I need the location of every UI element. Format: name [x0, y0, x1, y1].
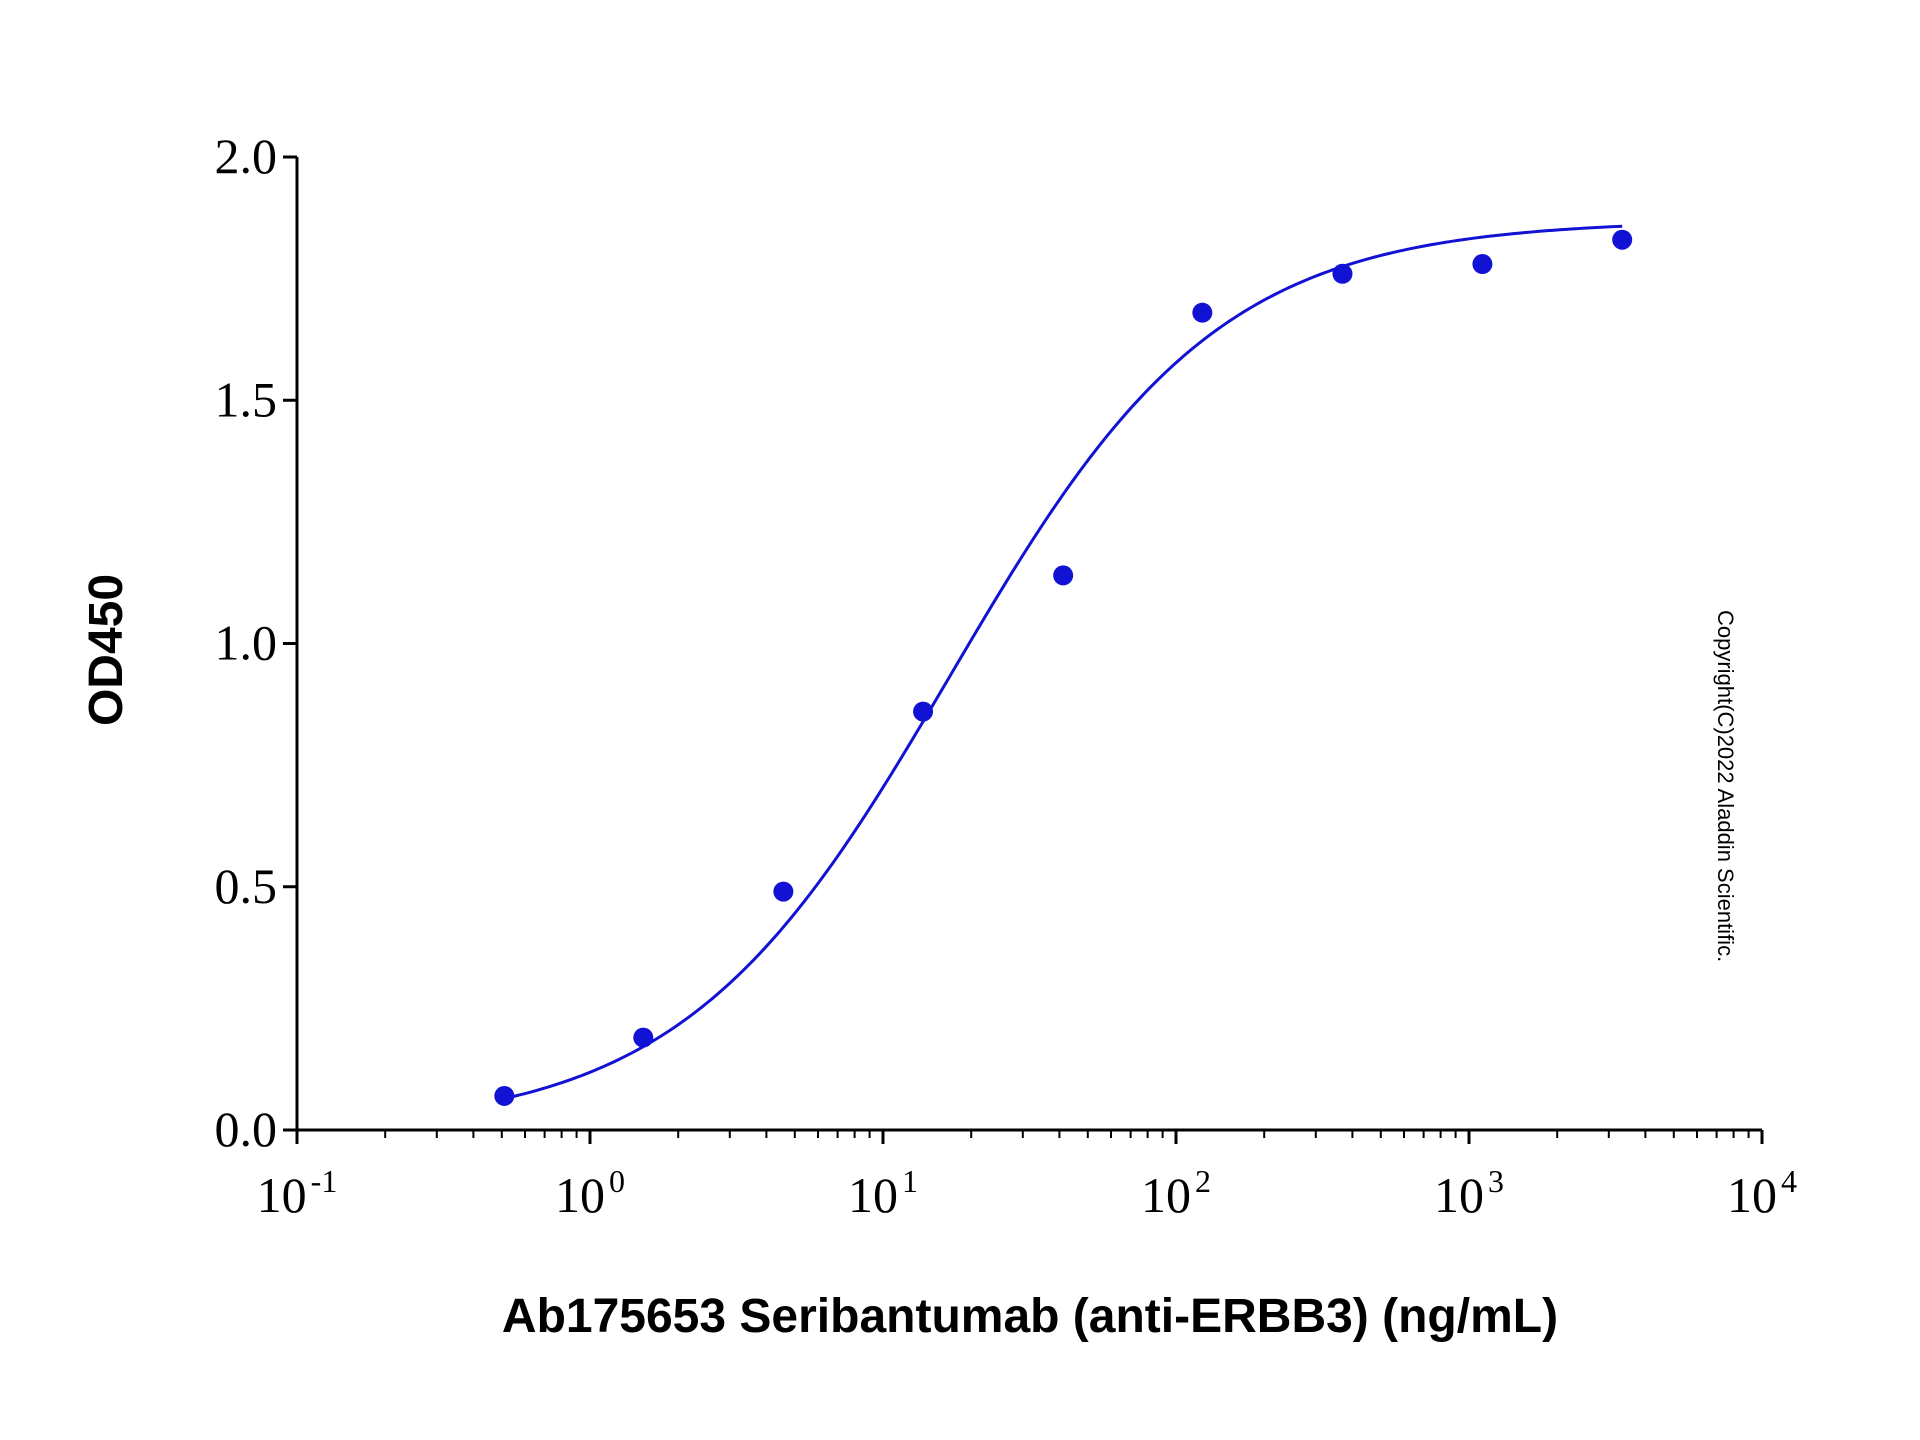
x-tick-label: 10 2	[1141, 1163, 1211, 1223]
copyright-annotation: Copyright(C)2022 Aladdin Scientific.	[1713, 610, 1738, 962]
y-tick-label: 0.5	[215, 858, 278, 914]
x-tick-label-exponent: 4	[1781, 1163, 1797, 1199]
axes	[295, 157, 1762, 1132]
y-tick-label: 0.0	[215, 1101, 278, 1157]
x-tick-label-exponent: 3	[1488, 1163, 1504, 1199]
x-tick-label: 10 3	[1434, 1163, 1504, 1223]
fit-curve-group	[501, 224, 1623, 1101]
x-tick-label-base: 10	[1727, 1167, 1777, 1223]
data-point	[773, 881, 794, 902]
data-point	[494, 1085, 515, 1106]
x-tick-label-base: 10	[555, 1167, 605, 1223]
data-point	[913, 701, 934, 722]
y-tick-label: 1.5	[215, 371, 278, 427]
data-point	[1192, 302, 1213, 323]
data-point	[633, 1027, 654, 1048]
x-tick-label: 10 0	[555, 1163, 625, 1223]
x-tick-label-exponent: -1	[311, 1163, 338, 1199]
y-tick-label: 2.0	[215, 128, 278, 184]
x-tick-label-exponent: 2	[1195, 1163, 1211, 1199]
x-tick-label-exponent: 1	[902, 1163, 918, 1199]
y-axis-label: OD450	[80, 574, 133, 726]
fit-curve	[501, 224, 1623, 1101]
x-tick-label-exponent: 0	[609, 1163, 625, 1199]
x-tick-label: 10 4	[1727, 1163, 1797, 1223]
y-tick-label: 1.0	[215, 615, 278, 671]
data-point	[1472, 254, 1493, 275]
x-tick-label: 10 -1	[257, 1163, 338, 1223]
data-point	[1053, 565, 1074, 586]
data-points	[494, 229, 1633, 1106]
x-tick-label: 10 1	[848, 1163, 918, 1223]
x-tick-label-base: 10	[1434, 1167, 1484, 1223]
x-axis-label: Ab175653 Seribantumab (anti-ERBB3) (ng/m…	[502, 1290, 1558, 1343]
x-tick-label-base: 10	[848, 1167, 898, 1223]
data-point	[1332, 263, 1353, 284]
data-point	[1612, 229, 1633, 250]
tick-marks	[283, 155, 1764, 1144]
x-tick-label-base: 10	[1141, 1167, 1191, 1223]
tick-labels: 0.00.51.01.52.010 -1 10 0 10 1 10 2 10 3 10 4	[215, 128, 1798, 1223]
x-tick-label-base: 10	[257, 1167, 307, 1223]
